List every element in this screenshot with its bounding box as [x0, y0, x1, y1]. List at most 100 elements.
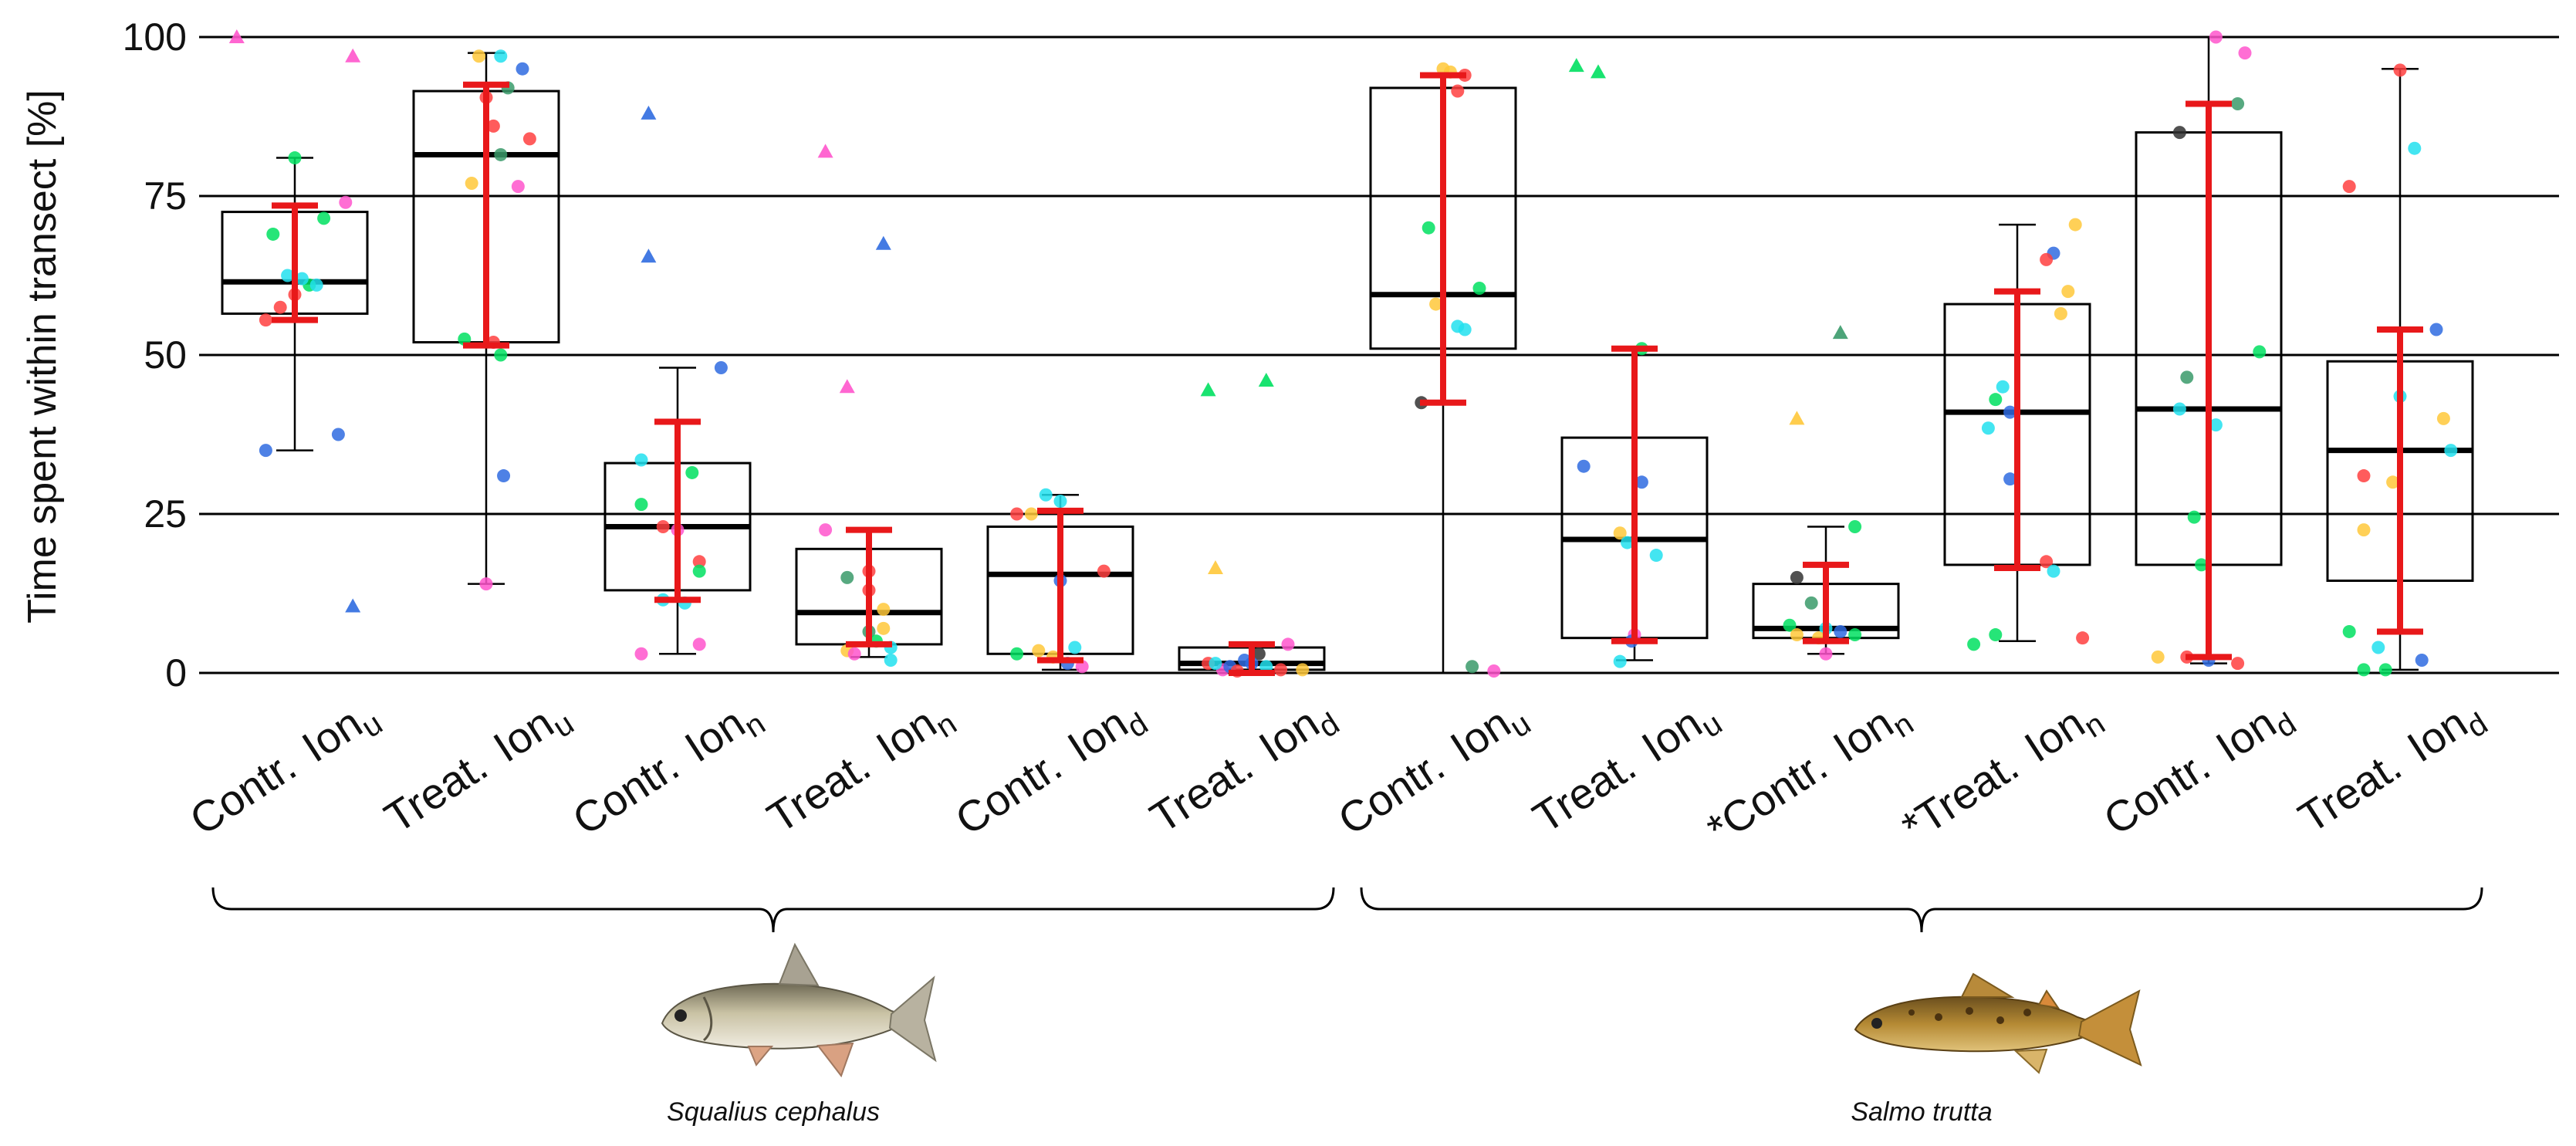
data-point — [2231, 97, 2245, 111]
data-point — [2040, 252, 2054, 266]
data-point — [1458, 323, 1472, 336]
data-point — [259, 444, 272, 458]
data-point — [1010, 647, 1024, 661]
category-label: Contr.Ionu — [1330, 688, 1537, 850]
species-label: Squalius cephalus — [667, 1097, 880, 1127]
data-point — [516, 62, 529, 76]
data-point — [479, 577, 493, 591]
data-point — [1790, 570, 1804, 584]
data-point — [2393, 63, 2407, 77]
data-point — [884, 654, 898, 668]
category-label: Contr.Ionn — [564, 688, 772, 850]
data-point — [1252, 647, 1266, 661]
data-point — [1989, 393, 2003, 407]
category-ion: Ion — [2207, 698, 2284, 771]
data-point — [2357, 663, 2371, 677]
category-label: *Treat.Ionn — [1893, 688, 2111, 857]
data-point — [2209, 30, 2223, 44]
data-point — [1039, 488, 1053, 502]
data-point — [2076, 631, 2090, 645]
category-labels: Contr.IonuTreat.IonuContr.IonnTreat.Ionn… — [181, 688, 2494, 857]
outlier-point — [641, 248, 657, 263]
data-point — [288, 151, 302, 165]
data-point — [339, 195, 353, 209]
data-point — [494, 49, 508, 63]
data-point — [1848, 519, 1862, 533]
group-bracket — [211, 887, 1335, 933]
data-point — [2187, 510, 2201, 524]
data-point — [1834, 624, 1847, 638]
data-point — [1209, 657, 1222, 671]
outlier-point — [1832, 325, 1848, 340]
category-label: Treat.Ionn — [759, 688, 962, 848]
category-ion: Ion — [1442, 698, 1519, 771]
category-prefix: Treat. — [2290, 741, 2409, 842]
data-point — [2238, 46, 2252, 60]
data-point — [331, 428, 345, 441]
data-point — [2068, 218, 2082, 232]
category-label: Treat.Iond — [1141, 688, 1345, 848]
data-point — [685, 465, 699, 479]
data-point — [877, 603, 891, 617]
data-point — [2378, 663, 2392, 677]
data-point — [522, 132, 536, 146]
data-point — [273, 300, 287, 314]
data-point — [2371, 641, 2385, 654]
category-ion: Ion — [485, 698, 562, 771]
data-point — [1981, 421, 1995, 435]
category-ion: Ion — [2016, 698, 2093, 771]
data-point — [2151, 650, 2165, 664]
data-point — [877, 621, 891, 635]
data-point — [1465, 660, 1479, 674]
data-point — [2040, 555, 2054, 569]
outlier-point — [1200, 382, 1216, 397]
data-point — [2047, 564, 2060, 578]
data-point — [281, 269, 295, 282]
category-prefix: Contr. — [1330, 741, 1453, 844]
species-label: Salmo trutta — [1851, 1097, 1992, 1127]
data-point — [1649, 549, 1663, 563]
category-prefix: Treat. — [1907, 741, 2027, 842]
chub-fish-icon — [661, 942, 937, 1078]
data-point — [494, 348, 508, 362]
category-prefix: Contr. — [1712, 741, 1836, 844]
category-ion: Ion — [1633, 698, 1710, 771]
data-point — [1635, 475, 1648, 489]
trout-fish-icon — [1854, 972, 2142, 1074]
data-point — [309, 278, 323, 292]
data-point — [1472, 281, 1486, 295]
data-point — [2408, 141, 2422, 155]
data-point — [634, 647, 648, 661]
data-point — [1989, 628, 2003, 642]
data-point — [1621, 536, 1635, 549]
data-point — [714, 360, 728, 374]
category-ion: Ion — [293, 698, 370, 771]
data-point — [2180, 370, 2194, 384]
data-point — [2209, 418, 2223, 432]
y-tick-label: 0 — [165, 651, 187, 695]
data-points — [228, 29, 2458, 678]
data-point — [1068, 641, 1082, 654]
data-point — [2357, 523, 2371, 537]
category-ion: Ion — [1250, 698, 1327, 771]
data-point — [1577, 459, 1591, 473]
data-point — [692, 564, 706, 578]
data-point — [295, 272, 309, 286]
data-point — [2003, 405, 2017, 419]
data-point — [1422, 221, 1435, 235]
category-prefix: Contr. — [2095, 741, 2219, 844]
data-point — [317, 211, 331, 225]
data-point — [2253, 345, 2267, 359]
category-prefix: Treat. — [1141, 741, 1261, 842]
data-point — [2386, 475, 2400, 489]
category-prefix: Contr. — [181, 741, 305, 844]
category-label: Treat.Iond — [2290, 688, 2493, 848]
data-point — [1024, 507, 1038, 521]
data-point — [1097, 564, 1111, 578]
data-point — [1804, 596, 1818, 610]
data-point — [1613, 654, 1627, 668]
data-point — [2172, 126, 2186, 140]
data-point — [494, 147, 508, 161]
data-point — [1967, 637, 1981, 651]
group-brackets: Squalius cephalus Salmo trutta — [211, 887, 2483, 1127]
